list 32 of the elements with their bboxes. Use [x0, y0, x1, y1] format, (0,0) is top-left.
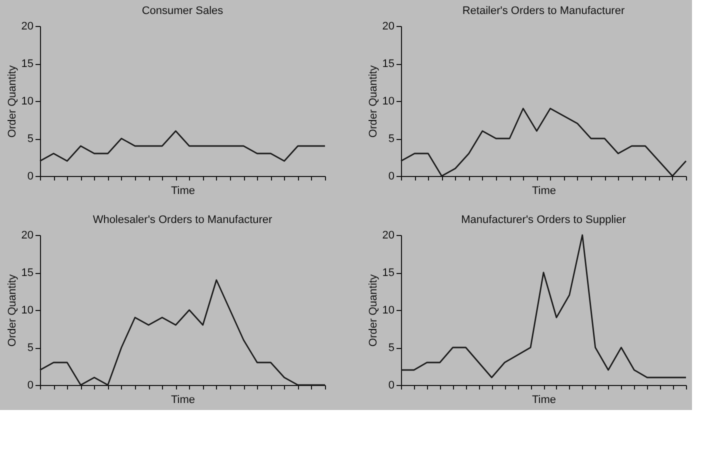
y-tick-label: 20 [21, 20, 34, 32]
chart-title: Manufacturer's Orders to Supplier [461, 214, 626, 226]
y-tick-label: 10 [382, 304, 394, 316]
y-tick-label: 5 [27, 133, 34, 145]
y-tick-label: 15 [382, 267, 394, 279]
y-tick-label: 0 [27, 170, 34, 182]
y-tick-label: 10 [21, 96, 34, 108]
x-axis-title: Time [532, 185, 556, 197]
y-tick-label: 0 [388, 170, 394, 182]
y-tick-label: 5 [27, 342, 34, 354]
y-tick-label: 0 [388, 380, 394, 392]
y-tick-label: 5 [388, 342, 394, 354]
chart-title: Retailer's Orders to Manufacturer [462, 5, 625, 17]
y-tick-label: 20 [382, 230, 394, 242]
x-axis-title: Time [170, 185, 196, 197]
x-axis-title: Time [170, 394, 196, 406]
y-tick-label: 15 [21, 58, 34, 70]
y-tick-label: 10 [382, 96, 394, 108]
y-tick-label: 20 [382, 20, 394, 32]
y-tick-label: 15 [382, 58, 394, 70]
x-axis-title: Time [532, 394, 556, 406]
y-tick-label: 20 [21, 230, 34, 242]
y-axis-title: Order Quantity [367, 274, 380, 347]
chart-title: Wholesaler's Orders to Manufacturer [92, 214, 273, 226]
y-tick-label: 5 [388, 133, 394, 145]
y-tick-label: 15 [21, 267, 34, 279]
y-tick-label: 0 [27, 380, 34, 392]
chart-title: Consumer Sales [142, 5, 224, 17]
y-tick-label: 10 [21, 304, 34, 316]
y-axis-title: Order Quantity [6, 274, 18, 347]
y-axis-title: Order Quantity [367, 64, 380, 138]
y-axis-title: Order Quantity [6, 64, 18, 138]
